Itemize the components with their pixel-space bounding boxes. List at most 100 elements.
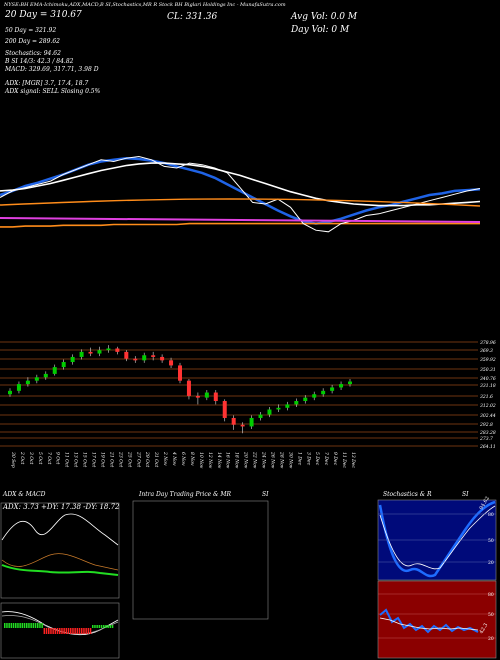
candle-body [97,350,102,354]
date-label: 5 Dec [314,452,320,466]
date-label: 12 Nov [207,452,213,469]
macd-histogram-bar [94,625,96,628]
date-label: 3 Oct [28,452,34,465]
macd-histogram-bar [59,628,61,634]
date-label: 15 Oct [82,452,88,467]
price-level-label: 350.31 [480,367,496,373]
macd-histogram-bar [17,623,19,628]
candle-body [348,381,352,385]
candle-body [222,401,227,418]
candlesticks [8,345,352,434]
macd-histogram-bar [109,625,112,628]
macd-histogram-bar [63,628,65,634]
date-label: 30 Sep [10,452,16,468]
macd-histogram-bar [67,628,70,634]
close-price-line [0,155,481,233]
macd-histogram-bar [52,628,54,634]
stoch-panel-title: Stochastics & R [383,491,432,498]
candle-body [43,373,48,378]
date-label: 3 Dec [305,452,311,466]
ma-line-20-day [0,156,481,225]
macd-histogram-bar [70,628,72,634]
candle-body [258,414,263,418]
macd-histogram-bar [8,623,10,628]
date-label: 11 Dec [341,452,347,468]
candle-body [240,424,245,427]
macd-histogram-bar [37,623,39,628]
adx-signal-label: ADX signal: SELL Slosing 0.5% [5,88,101,95]
price-level-label: 359.92 [480,357,496,363]
ma-orange-line [0,198,481,207]
adx-panel-title: ADX & MACD [3,491,46,498]
stoch-tick: 20 [488,560,494,566]
date-label: 8 Nov [189,452,195,466]
date-label: 7 Oct [46,452,52,465]
macd-histogram-bar [107,625,109,628]
macd-histogram-bar [92,625,94,628]
date-label: 26 Nov [269,451,275,469]
macd-histogram-bar [78,628,81,634]
macd-histogram-bar [10,623,13,628]
date-label: 4 Nov [171,451,177,466]
candle-body [276,407,281,410]
macd-histogram-bar [61,628,63,634]
date-label: 5 Oct [37,452,43,465]
rsi-tick: 20 [488,636,494,642]
date-label: 13 Oct [73,452,79,467]
candle-body [312,394,317,398]
macd-histogram-bar [76,628,79,634]
intraday-panel-frame [132,500,269,620]
ema20-label: 20 Day = 310.67 [5,10,82,20]
price-level-label: 283.28 [479,430,496,436]
macd-histogram-bar [89,628,92,634]
candle-body [34,377,39,381]
macd-histogram-bar [23,623,26,628]
price-level-label: 340.76 [480,376,496,382]
candle-body [79,351,84,357]
candle-body [70,356,75,363]
avg-volume-label: Avg Vol: 0.0 M [291,12,358,22]
macd-histogram-bar [100,625,103,628]
macd-histogram-bar [111,625,114,628]
candle-body [106,348,111,351]
date-label: 16 Nov [225,452,231,469]
macd-histogram-bar [103,625,105,628]
macd-histogram-bar [26,623,28,628]
candle-body [16,384,21,391]
macd-histogram-bar [81,628,83,634]
candle-body [178,365,182,381]
date-label: 25 Oct [126,451,132,467]
macd-histogram-bar [39,623,41,628]
date-label: 27 Oct [135,451,141,467]
candle-body [213,392,218,402]
date-label: 29 Oct [144,451,150,467]
price-level-label: 331.18 [480,383,496,389]
stoch-d [379,505,496,570]
price-level-label: 369.3 [480,348,493,354]
candle-body [321,390,326,395]
candle-body [142,355,147,361]
date-label: 14 Nov [216,452,222,469]
macd-histogram-bar [4,623,6,628]
intraday-panel-tag: SI [262,491,269,498]
candle-body [8,390,12,395]
adx-label: ADX: [MGR] 3.7, 17.4, 18.7 [5,80,89,87]
stoch-k [378,500,496,578]
candle-body [195,395,200,398]
date-label: 7 Dec [323,452,329,466]
macd-histogram-bar [65,628,68,634]
date-label: 9 Dec [332,452,338,466]
date-label: 13 Dec [350,452,356,468]
date-label: 10 Nov [198,452,204,469]
candle-body [124,351,129,359]
stochastics-label: Stochastics: 94.62 [5,50,61,57]
macd-histogram-bar [98,625,101,628]
date-label: 21 Oct [108,451,114,467]
date-label: 17 Oct [91,452,97,467]
moving-averages [0,155,481,233]
date-label: 19 Oct [99,452,105,467]
date-label: 2 Oct [19,451,25,465]
macd-histogram-bar [96,625,98,628]
date-label: 2 Nov [162,451,168,466]
date-label: 24 Nov [261,451,267,469]
